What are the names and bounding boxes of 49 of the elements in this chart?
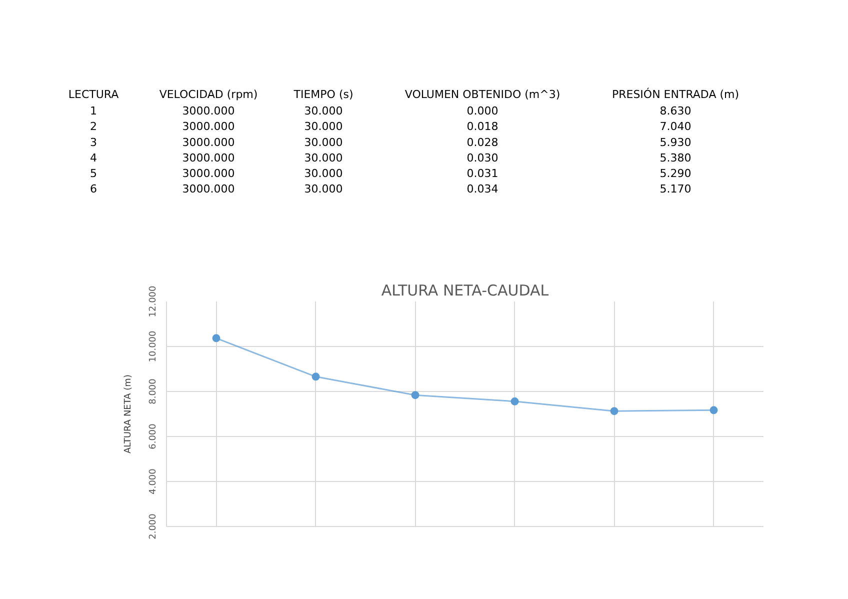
text: LECTURA (68, 88, 120, 101)
text: VELOCIDAD (rpm) (159, 88, 258, 101)
y-tick-label: 2.000 (148, 513, 158, 540)
point (510, 397, 519, 406)
y-tick-label: 10.000 (148, 330, 158, 362)
text: 30.000 (304, 104, 343, 118)
text: 3000.000 (182, 182, 235, 196)
text: 5.930 (660, 136, 692, 149)
text: 3000.000 (182, 167, 235, 180)
text: 1 (90, 104, 97, 118)
point (610, 407, 618, 416)
text: 30.000 (304, 136, 343, 149)
y-tick-label: 6.000 (148, 423, 158, 450)
text: 0.018 (466, 120, 498, 134)
text: 3000.000 (182, 151, 235, 164)
text: 5.290 (660, 167, 692, 180)
text: 8.630 (660, 104, 692, 118)
text: 0.030 (466, 151, 498, 164)
text: 30.000 (304, 182, 343, 196)
text: 0.034 (466, 182, 498, 196)
text: PRESIÓN ENTRADA (m) (612, 87, 740, 101)
text: 0.031 (466, 167, 498, 180)
point (710, 406, 718, 414)
chart-title: ALTURA NETA-CAUDAL (381, 282, 550, 300)
y-tick-label: 4.000 (148, 468, 158, 494)
text: 5.170 (660, 182, 692, 196)
text: 2 (90, 120, 97, 134)
y-tick-label: 12.000 (148, 285, 158, 318)
text: 30.000 (304, 167, 343, 180)
text: 30.000 (304, 151, 343, 164)
text: VOLUMEN OBTENIDO (m^3) (404, 88, 560, 101)
point (312, 372, 320, 381)
text: 4 (90, 151, 97, 164)
text: 0.028 (466, 136, 498, 149)
text: 3 (90, 136, 97, 149)
text: 5 (90, 167, 97, 180)
text: 30.000 (304, 120, 343, 134)
text: TIEMPO (s) (292, 88, 354, 101)
y-axis-title: ALTURA NETA (m) (124, 374, 134, 454)
text: 6 (90, 182, 97, 196)
y-tick-label: 8.000 (148, 378, 158, 404)
text: 0.000 (466, 104, 498, 118)
point (411, 391, 420, 400)
text: 7.040 (660, 120, 692, 134)
text: 3000.000 (182, 120, 235, 134)
text: 3000.000 (182, 136, 235, 149)
text: 5.380 (660, 151, 692, 164)
text: 3000.000 (182, 104, 235, 118)
point (212, 334, 220, 342)
